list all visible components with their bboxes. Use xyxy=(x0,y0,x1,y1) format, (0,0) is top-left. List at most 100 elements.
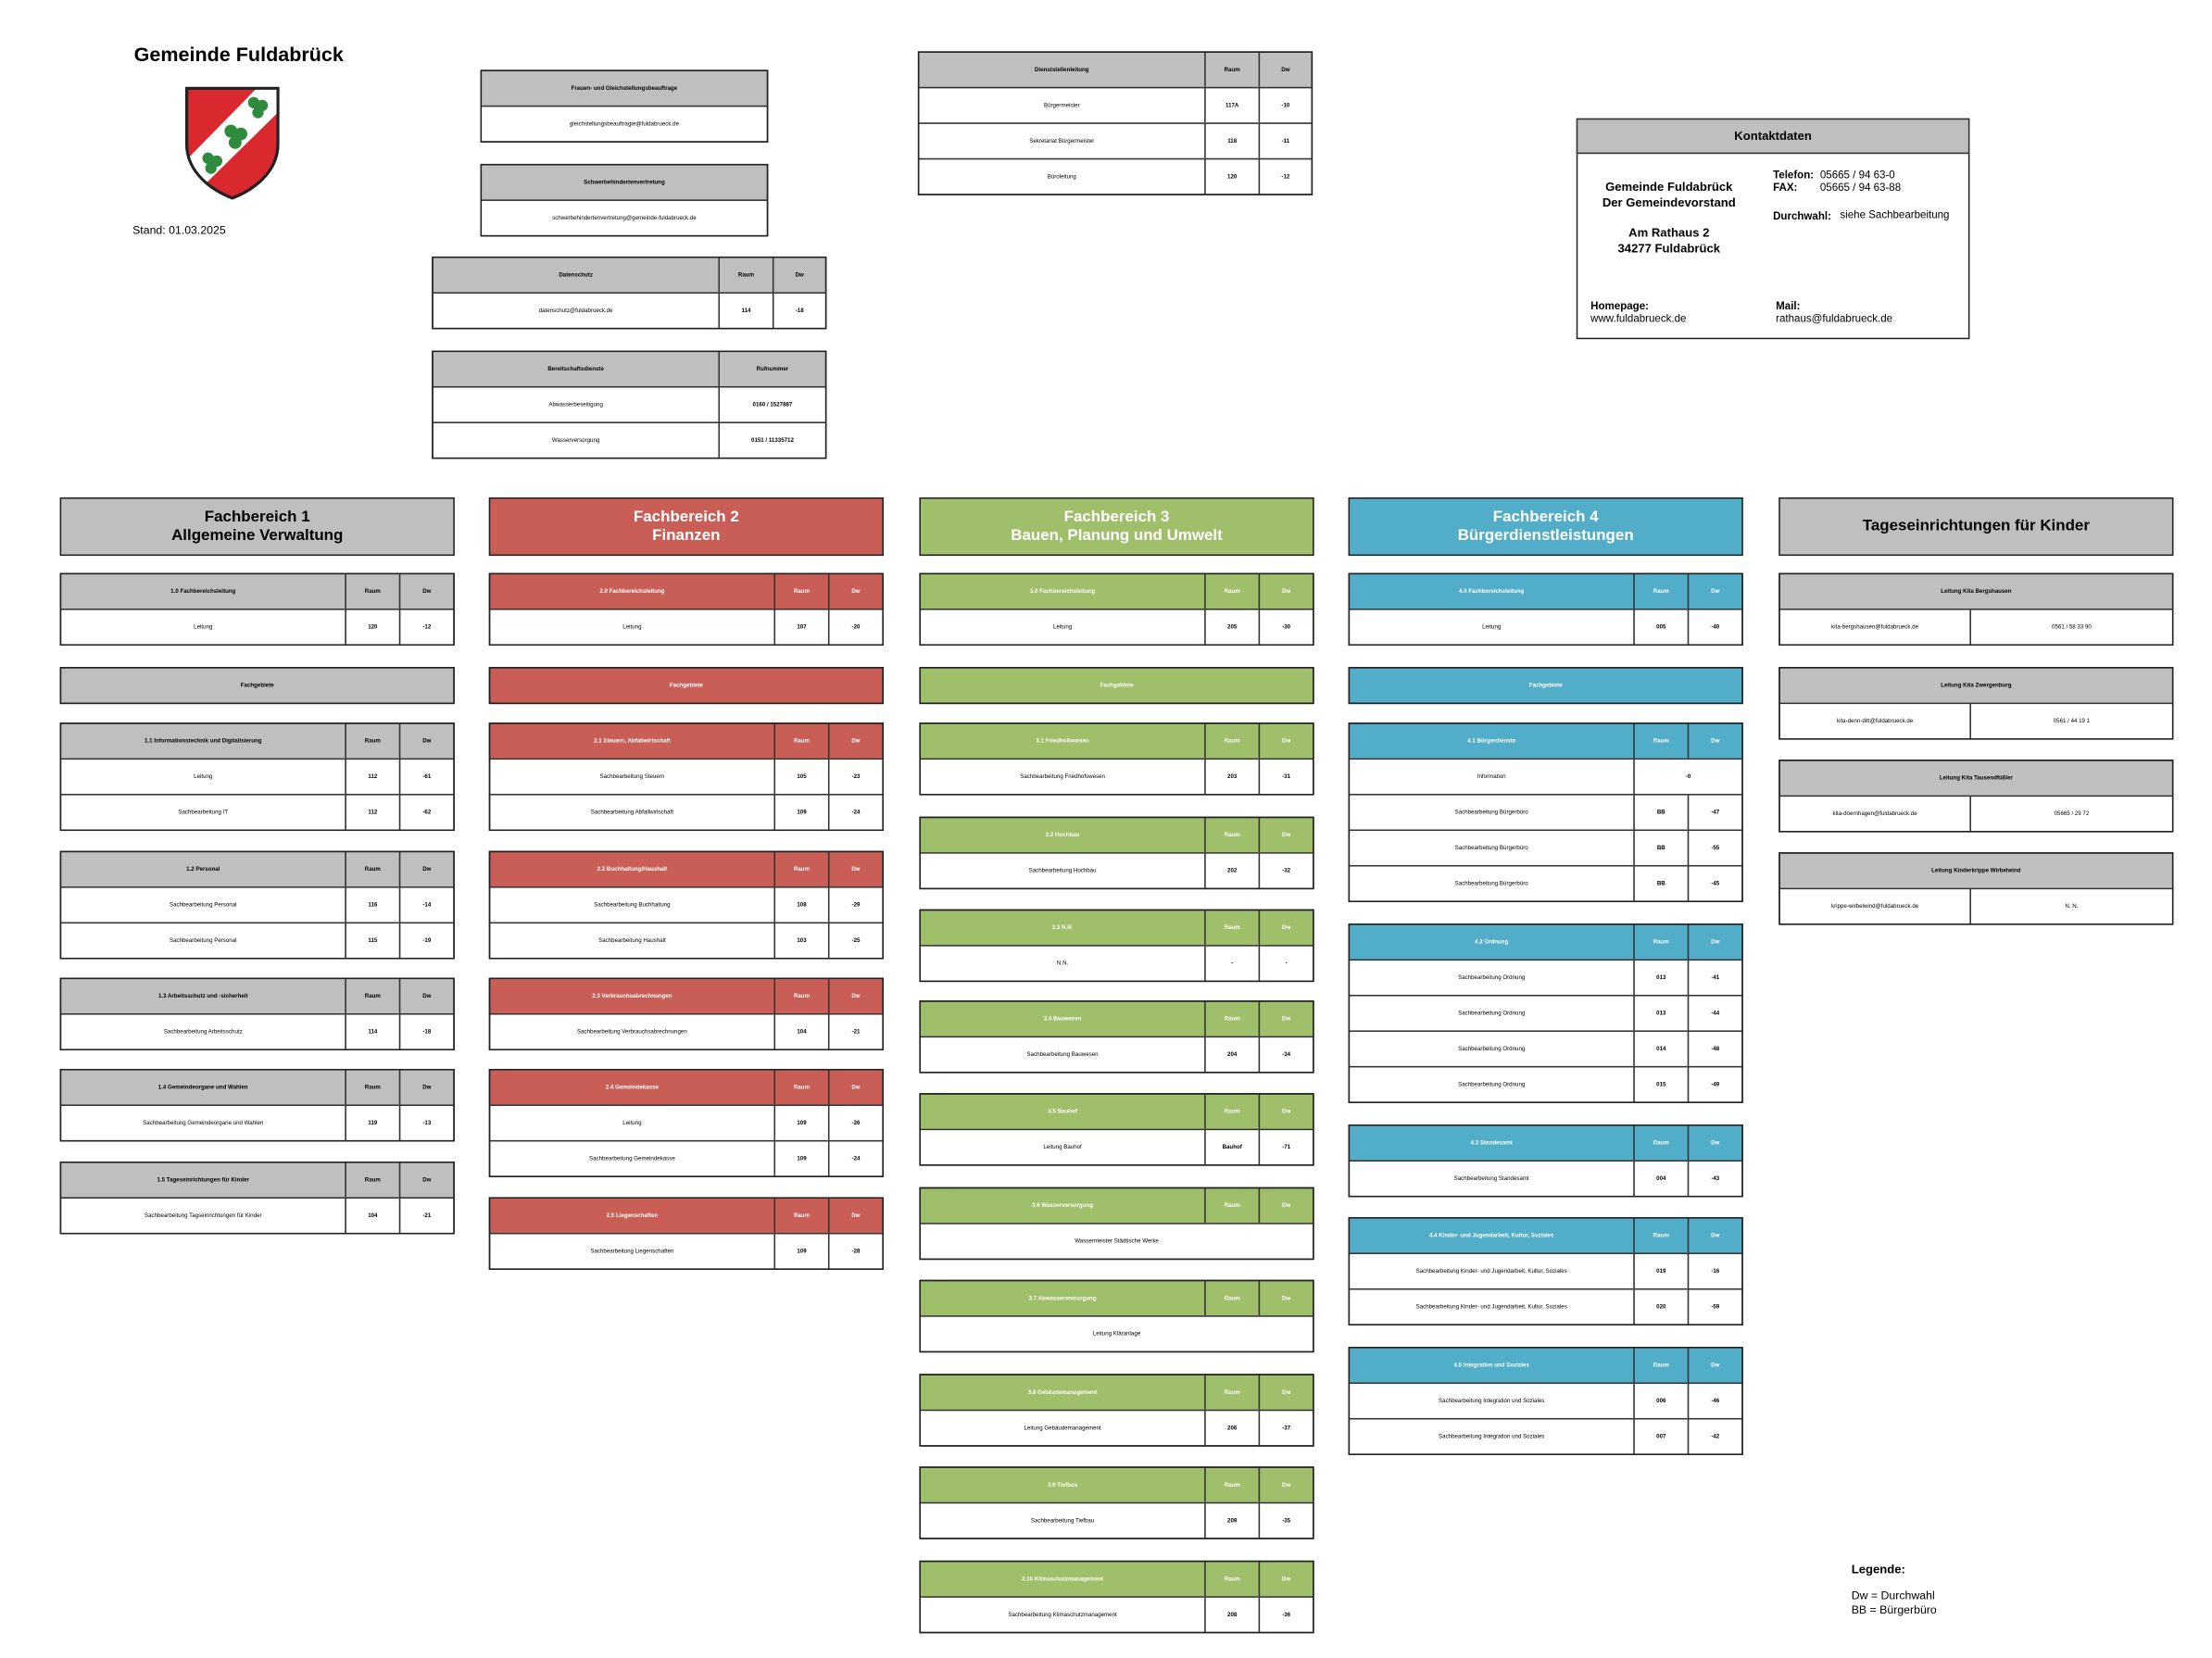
table-header-cell: 1.2 Personal xyxy=(59,850,346,888)
table-header-cell: Dw xyxy=(398,722,455,760)
table-cell: Leitung xyxy=(919,609,1206,647)
table-cell: 015 xyxy=(1633,1065,1690,1103)
table-cell: Sachbearbeitung Standesamt xyxy=(1348,1160,1635,1198)
table-header-cell: Raum xyxy=(773,1068,830,1107)
mail: rathaus@fuldabrueck.de xyxy=(1776,311,1893,325)
table-cell: -26 xyxy=(827,1104,884,1142)
table-header-cell: Dw xyxy=(1258,816,1314,854)
table-cell: -18 xyxy=(398,1012,455,1050)
table-cell: Wassermeister Städtische Werke xyxy=(919,1223,1314,1261)
table-header-cell: Raum xyxy=(1633,1124,1690,1162)
table-cell: Sachbearbeitung Liegenschaften xyxy=(488,1232,776,1270)
department-title: Fachbereich 2 xyxy=(633,508,739,525)
department-header: Tageseinrichtungen für Kinder xyxy=(1778,496,2174,557)
table-header-cell: 3.0 Fachbereichsleitung xyxy=(919,572,1206,610)
department-title: Fachbereich 4 xyxy=(1492,508,1599,525)
table-cell: Sachbearbeitung Gemeindekasse xyxy=(488,1139,776,1177)
table-header-cell: Raum xyxy=(1633,722,1690,760)
table-cell: Sachbearbeitung Bürgerbüro xyxy=(1348,794,1635,832)
table-cell: 108 xyxy=(773,886,830,924)
table-header-cell: Dw xyxy=(1687,722,1743,760)
table-header-cell: Raum xyxy=(1633,923,1690,961)
table-header-cell: 4.1 Bürgerdienste xyxy=(1348,722,1635,760)
table-cell: Bürgermeister xyxy=(917,86,1206,124)
department-subtitle: Allgemeine Verwaltung xyxy=(171,526,344,544)
table-header-cell: Dw xyxy=(1687,1124,1743,1162)
table-header-cell: Dw xyxy=(1687,1347,1743,1385)
table-cell: - xyxy=(1204,945,1261,983)
table-header-cell: 1.0 Fachbereichsleitung xyxy=(59,572,346,610)
table-cell: Sachbearbeitung Steuern xyxy=(488,758,776,796)
table-header-cell: Raum xyxy=(1204,722,1261,760)
table-cell: 203 xyxy=(1204,758,1261,796)
table-cell: Sachbearbeitung Abfallwirtschaft xyxy=(488,794,776,832)
table-header-cell: Raum xyxy=(1633,1347,1690,1385)
table-header-cell: 4.3 Standesamt xyxy=(1348,1124,1635,1162)
department-header: Fachbereich 1 Allgemeine Verwaltung xyxy=(59,496,455,557)
legend-item: Dw = Durchwahl xyxy=(1851,1589,1935,1602)
table-cell: -25 xyxy=(827,922,884,960)
table-cell: 114 xyxy=(345,1012,401,1050)
table-header-cell: Rufnummer xyxy=(718,350,827,388)
table-cell: -36 xyxy=(1258,1596,1314,1634)
table-cell: -71 xyxy=(1258,1128,1314,1166)
table-header-cell: 4.0 Fachbereichsleitung xyxy=(1348,572,1635,610)
table-header-cell: Leitung Kita Tausendfüßler xyxy=(1778,760,2174,798)
table-cell: 005 xyxy=(1633,609,1690,647)
department-subtitle: Bürgerdienstleistungen xyxy=(1457,526,1634,544)
table-cell: 118 xyxy=(1204,122,1261,160)
table-header-cell: 1.3 Arbeitsschutz und -sicherheit xyxy=(59,977,346,1015)
table-cell: 019 xyxy=(1633,1252,1690,1290)
table-cell: schwerbehindertenvertretung@gemeinde-ful… xyxy=(480,199,769,237)
table-cell: -55 xyxy=(1687,829,1743,867)
table-cell: Sachbearbeitung Tagseinrichtungen für Ki… xyxy=(59,1197,346,1235)
table-cell: 0151 / 11335712 xyxy=(718,421,827,459)
table-cell: -35 xyxy=(1258,1501,1314,1539)
table-header-cell: 2.1 Steuern, Abfallwirtschaft xyxy=(488,722,776,760)
table-cell: 116 xyxy=(345,886,401,924)
table-header-cell: Dw xyxy=(398,572,455,610)
table-header-cell: 1.5 Tageseinrichtungen für Kinder xyxy=(59,1162,346,1200)
table-cell: -47 xyxy=(1687,794,1743,832)
table-cell: Sachbearbeitung Klimaschutzmanagement xyxy=(919,1596,1206,1634)
table-header-cell: Schwerbehindertenvertretung xyxy=(480,163,769,201)
table-cell: 0561 / 44 19 1 xyxy=(1969,702,2174,740)
table-header-cell: 4.2 Ordnung xyxy=(1348,923,1635,961)
table-cell: kita-denn-ditt@fuldabrueck.de xyxy=(1778,702,1971,740)
table-cell: Leitung xyxy=(1348,609,1635,647)
table-cell: BB xyxy=(1633,794,1690,832)
address-line: Der Gemeindevorstand xyxy=(1602,195,1736,210)
table-header-cell: Raum xyxy=(1204,816,1261,854)
department-title: Fachbereich 1 xyxy=(204,508,310,525)
table-header-cell: Fachgebiete xyxy=(1348,667,1743,705)
table-cell: - xyxy=(1258,945,1314,983)
table-cell: Büroleitung xyxy=(917,157,1206,195)
table-header-cell: Raum xyxy=(773,572,830,610)
department-title: Fachbereich 3 xyxy=(1063,508,1170,525)
municipality-title: Gemeinde Fuldabrück xyxy=(133,43,344,66)
table-header-cell: Frauen- und Gleichstellungsbeauftrage xyxy=(480,69,769,107)
table-header-cell: Dw xyxy=(398,850,455,888)
table-header-cell: Dw xyxy=(398,1162,455,1200)
table-cell: 020 xyxy=(1633,1287,1690,1325)
table-cell: 05665 / 29 72 xyxy=(1969,795,2174,833)
table-header-cell: Dienststellenleitung xyxy=(917,51,1206,89)
department-header: Fachbereich 4 Bürgerdienstleistungen xyxy=(1348,496,1743,557)
table-cell: -19 xyxy=(398,922,455,960)
table-header-cell: Datenschutz xyxy=(432,256,721,294)
table-cell: Leitung Bauhof xyxy=(919,1128,1206,1166)
table-cell: -44 xyxy=(1687,994,1743,1032)
table-cell: Sachbearbeitung Kinder- und Jugendarbeit… xyxy=(1348,1287,1635,1325)
table-cell: kita-bergshausen@fuldabrueck.de xyxy=(1778,609,1971,647)
table-cell: 013 xyxy=(1633,959,1690,997)
table-cell: -0 xyxy=(1633,758,1743,796)
table-cell: 209 xyxy=(1204,1501,1261,1539)
table-header-cell: Dw xyxy=(827,1068,884,1107)
table-cell: -42 xyxy=(1687,1417,1743,1455)
homepage-label: Homepage: xyxy=(1590,299,1649,312)
table-cell: 104 xyxy=(345,1197,401,1235)
table-cell: -21 xyxy=(827,1012,884,1050)
table-cell: Sachbearbeitung Personal xyxy=(59,922,346,960)
table-cell: 117A xyxy=(1204,86,1261,124)
table-cell: -29 xyxy=(827,886,884,924)
